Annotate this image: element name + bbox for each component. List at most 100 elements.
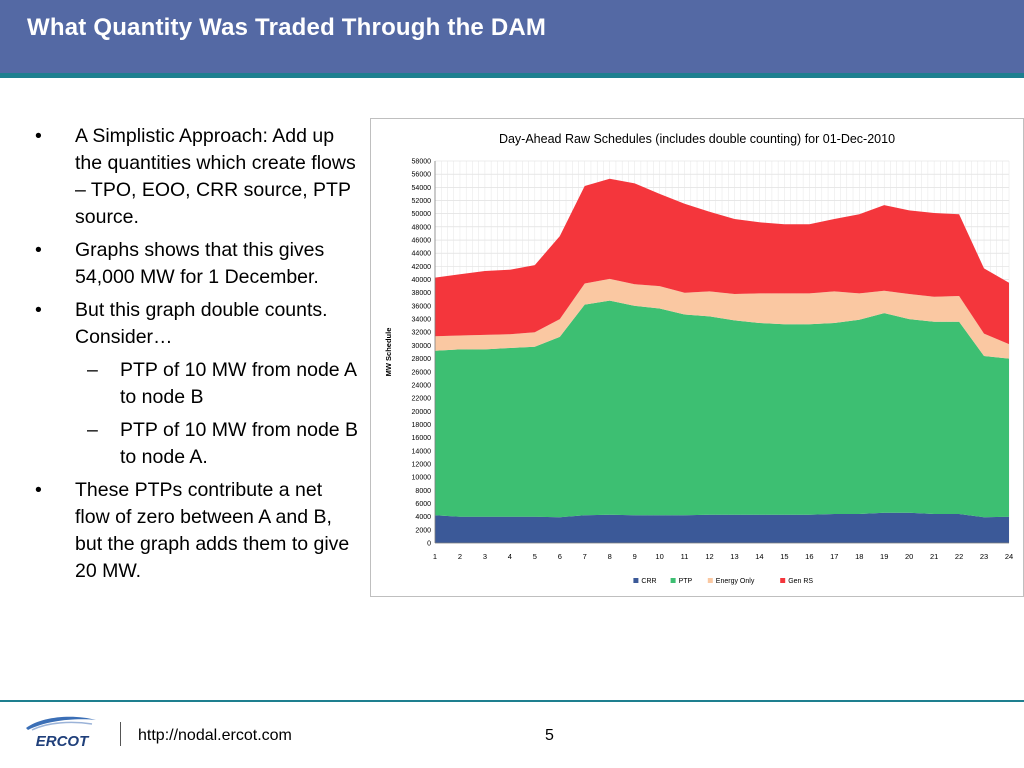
area-series-gen-rs: [435, 178, 1009, 345]
area-series-energy-only: [435, 278, 1009, 359]
legend-label: CRR: [641, 578, 656, 585]
x-tick-label: 13: [730, 552, 738, 561]
x-tick-label: 24: [1005, 552, 1013, 561]
x-tick-label: 19: [880, 552, 888, 561]
bullet-item: • These PTPs contribute a net flow of zer…: [30, 477, 360, 585]
y-tick-label: 4000: [415, 514, 431, 521]
x-tick-label: 1: [433, 552, 437, 561]
bullet-text: But this graph double counts. Consider…: [75, 299, 328, 348]
sub-bullet-text: PTP of 10 MW from node A to node B: [120, 359, 356, 408]
x-tick-label: 10: [655, 552, 663, 561]
legend-label: Gen RS: [788, 578, 813, 585]
y-tick-label: 48000: [412, 224, 432, 231]
sub-bullet-text: PTP of 10 MW from node B to node A.: [120, 419, 359, 468]
x-tick-label: 22: [955, 552, 963, 561]
y-tick-label: 58000: [412, 159, 432, 166]
y-tick-label: 2000: [415, 527, 431, 534]
y-tick-label: 46000: [412, 238, 432, 245]
svg-text:ERCOT: ERCOT: [36, 733, 90, 750]
slide-title: What Quantity Was Traded Through the DAM: [27, 14, 547, 41]
y-tick-label: 36000: [412, 303, 432, 310]
x-tick-label: 7: [583, 552, 587, 561]
bullet-mark: •: [35, 125, 42, 147]
sub-bullet-item: – PTP of 10 MW from node A to node B: [30, 357, 360, 411]
y-tick-label: 30000: [412, 343, 432, 350]
legend-label: Energy Only: [716, 578, 755, 585]
bullet-text: A Simplistic Approach: Add up the quanti…: [75, 125, 356, 228]
chart-axes: 0 2000 4000 6000 8000 10000 12000 14000 16000 180…: [412, 159, 1014, 562]
y-axis-label: MW Schedule: [384, 328, 393, 377]
y-tick-label: 42000: [412, 264, 432, 271]
footer-rule: [0, 700, 1024, 702]
bullet-mark: •: [35, 299, 42, 321]
y-tick-label: 38000: [412, 290, 432, 297]
x-tick-label: 23: [980, 552, 988, 561]
sub-bullet-mark: –: [87, 359, 98, 381]
legend-swatch: [670, 578, 676, 583]
y-tick-label: 6000: [415, 501, 431, 508]
bullet-mark: •: [35, 239, 42, 261]
area-series-ptp: [435, 300, 1009, 518]
y-tick-label: 40000: [412, 277, 432, 284]
y-tick-label: 28000: [412, 356, 432, 363]
y-tick-label: 56000: [412, 172, 432, 179]
bullet-item: • A Simplistic Approach: Add up the quant…: [30, 123, 360, 231]
legend-swatch: [780, 578, 786, 583]
chart-title: Day-Ahead Raw Schedules (includes double…: [499, 132, 895, 146]
bullet-text: These PTPs contribute a net flow of zero…: [75, 479, 350, 582]
x-tick-label: 9: [633, 552, 637, 561]
x-tick-label: 3: [483, 552, 487, 561]
x-tick-label: 11: [681, 552, 689, 561]
bullet-list: • A Simplistic Approach: Add up the quant…: [30, 123, 360, 591]
y-tick-label: 44000: [412, 251, 432, 258]
y-tick-label: 34000: [412, 317, 432, 324]
x-tick-label: 16: [805, 552, 813, 561]
bullet-mark: •: [35, 479, 42, 501]
legend-swatch: [707, 578, 713, 583]
area-series-crr: [435, 512, 1009, 543]
chart-legend: CRR PTP Energy Only Gen RS: [633, 578, 813, 585]
bullet-item: • Graphs shows that this gives 54,000 MW …: [30, 237, 360, 291]
footer-url[interactable]: http://nodal.ercot.com: [138, 727, 292, 744]
x-tick-label: 4: [508, 552, 512, 561]
title-bar: [0, 0, 1024, 73]
y-tick-label: 20000: [412, 409, 432, 416]
chart-container: Day-Ahead Raw Schedules (includes double…: [370, 118, 1024, 597]
x-tick-label: 20: [905, 552, 913, 561]
bullet-item: • But this graph double counts. Consider…: [30, 297, 360, 351]
bullet-text: Graphs shows that this gives 54,000 MW f…: [75, 239, 325, 288]
x-tick-label: 5: [533, 552, 537, 561]
y-tick-label: 54000: [412, 185, 432, 192]
y-tick-label: 0: [427, 541, 431, 548]
legend-swatch: [633, 578, 639, 583]
y-tick-label: 10000: [412, 475, 432, 482]
chart-areas: [435, 178, 1009, 543]
x-tick-label: 18: [855, 552, 863, 561]
x-tick-label: 17: [830, 552, 838, 561]
legend-label: PTP: [679, 578, 693, 585]
title-rule: [0, 73, 1024, 78]
y-tick-label: 32000: [412, 330, 432, 337]
y-tick-label: 24000: [412, 382, 432, 389]
y-tick-label: 22000: [412, 396, 432, 403]
y-tick-label: 8000: [415, 488, 431, 495]
x-tick-label: 14: [755, 552, 763, 561]
page-number: 5: [545, 727, 554, 744]
x-tick-label: 21: [930, 552, 938, 561]
y-tick-label: 12000: [412, 461, 432, 468]
y-tick-label: 26000: [412, 369, 432, 376]
y-tick-label: 18000: [412, 422, 432, 429]
sub-bullet-item: – PTP of 10 MW from node B to node A.: [30, 417, 360, 471]
x-tick-label: 6: [558, 552, 562, 561]
y-tick-label: 14000: [412, 448, 432, 455]
ercot-logo: ERCOT: [22, 714, 100, 750]
ercot-logo-graphic: ERCOT: [26, 716, 96, 750]
y-tick-label: 50000: [412, 211, 432, 218]
x-tick-label: 8: [608, 552, 612, 561]
y-tick-label: 52000: [412, 198, 432, 205]
sub-bullet-mark: –: [87, 419, 98, 441]
y-tick-label: 16000: [412, 435, 432, 442]
x-tick-label: 12: [705, 552, 713, 561]
footer-separator: [120, 722, 121, 746]
x-tick-label: 2: [458, 552, 462, 561]
